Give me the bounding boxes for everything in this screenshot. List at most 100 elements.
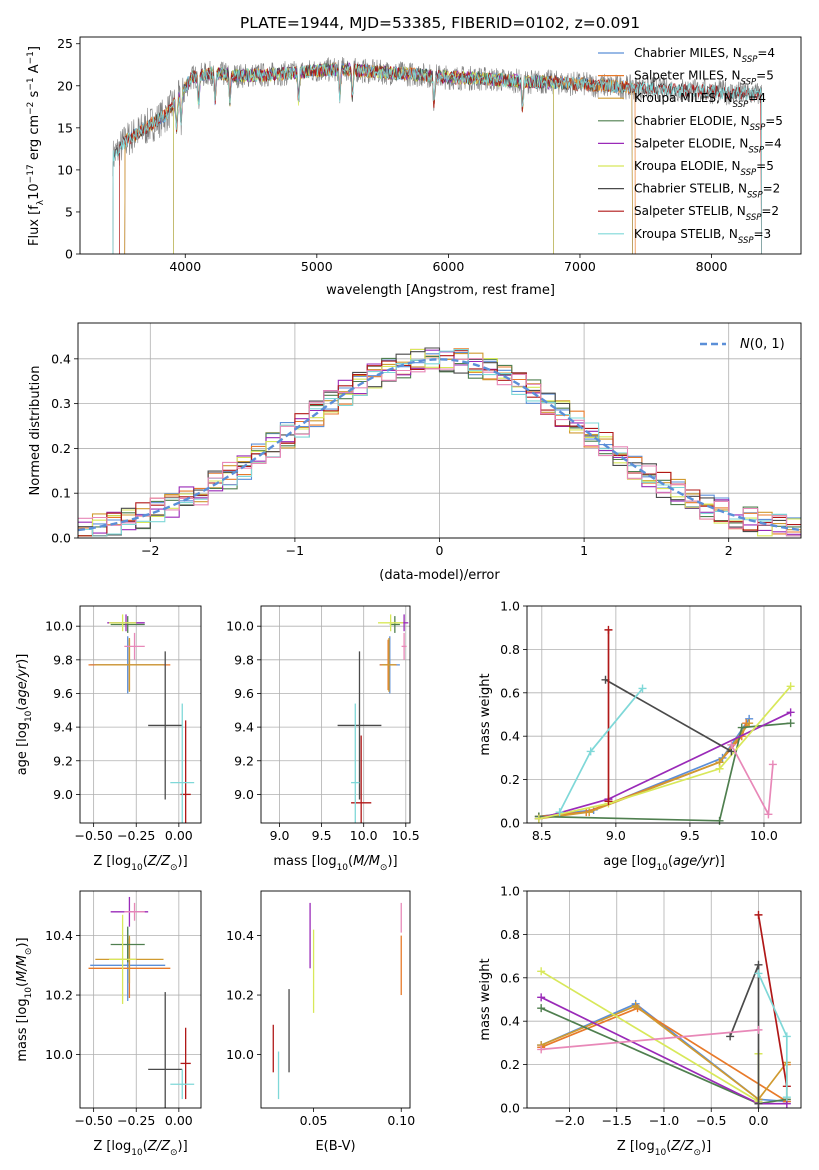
y-axis-label: Normed distribution <box>28 366 43 496</box>
errorbar-salpeter-stelib <box>351 735 372 823</box>
series-extra-pink <box>727 740 777 819</box>
x-tick-label: −0.25 <box>117 828 155 843</box>
legend-label: Kroupa STELIB, NSSP=3 <box>634 227 771 246</box>
y-tick-label: 0.8 <box>500 642 520 657</box>
x-tick-label: −1.0 <box>649 1113 679 1128</box>
series-chabrier-elodie <box>534 719 795 825</box>
series-marker <box>534 814 543 823</box>
y-tick-label: 0.3 <box>51 396 71 411</box>
series-marker <box>585 808 594 817</box>
x-tick-label: 10.0 <box>350 828 378 843</box>
series-marker <box>786 708 795 717</box>
panel-age_vs_mass: 9.0 9.5 10.0 10.5 9.0 9.2 9.4 9.6 9.8 10.0 mass [l… <box>226 605 420 873</box>
axes-frame <box>79 605 202 824</box>
x-tick-label: 9.0 <box>270 828 290 843</box>
panel-age_vs_Z: −0.50 −0.25 0.00 9.0 9.2 9.4 9.6 9.8 10.0 Z [log1… <box>15 605 202 873</box>
errorbar-chabrier-stelib <box>148 651 183 800</box>
x-axis-label: age [log10(age/yr)] <box>603 854 725 873</box>
y-tick-label: 0.8 <box>500 927 520 942</box>
y-tick-label: 10.4 <box>45 928 73 943</box>
errorbar-kroupa-stelib <box>170 1069 195 1100</box>
x-tick-label: −0.50 <box>74 828 112 843</box>
legend-label: Salpeter STELIB, NSSP=2 <box>634 204 779 223</box>
x-tick-label: 10.0 <box>750 828 778 843</box>
y-tick-label: 10 <box>57 162 73 177</box>
normal-curve <box>77 358 802 532</box>
x-axis-label: Z [log10(Z/Z⊙)] <box>93 854 187 873</box>
panel-mass_weight_vs_age: 8.5 9.0 9.5 10.0 0.0 0.2 0.4 0.6 0.8 1.0 age [log1… <box>478 599 802 873</box>
errorbar-kroupa-stelib <box>170 703 195 823</box>
x-tick-label: 2 <box>725 543 733 558</box>
x-tick-label: 0.00 <box>165 828 193 843</box>
plot-area <box>537 910 791 1108</box>
series-marker <box>604 625 613 634</box>
x-axis-label: (data-model)/error <box>379 568 500 583</box>
y-tick-label: 9.6 <box>234 686 254 701</box>
y-axis-label: Flux [fλ10−17 erg cm−2 s−1 A−1] <box>26 46 46 246</box>
plot-area <box>77 347 802 537</box>
axes-frame <box>79 36 802 255</box>
series-line <box>538 722 750 820</box>
x-tick-label: 0.0 <box>749 1113 769 1128</box>
y-tick-label: 0.0 <box>500 816 520 831</box>
y-tick-label: 10.0 <box>45 1047 73 1062</box>
series-line <box>538 685 792 820</box>
errorbar-salpeter-stelib <box>180 1027 191 1100</box>
plot-area <box>534 625 795 825</box>
panel-mass_weight_vs_Z: −2.0 −1.5 −1.0 −0.5 0.0 0.0 0.2 0.4 0.6 0.8 1.0 Z [… <box>478 884 802 1158</box>
legend-label: Kroupa MILES, NSSP=4 <box>634 91 766 110</box>
x-tick-label: 8.5 <box>532 828 552 843</box>
series-marker <box>726 1032 735 1041</box>
panel-mass_vs_Z: −0.50 −0.25 0.00 10.0 10.2 10.4 Z [log10(Z/Z⊙)… <box>15 890 202 1158</box>
y-tick-label: 15 <box>57 120 73 135</box>
series-marker <box>586 747 595 756</box>
x-tick-label: −2.0 <box>554 1113 584 1128</box>
series-marker <box>537 993 546 1002</box>
series-marker <box>764 810 773 819</box>
panel-mass_vs_ebv: 0.05 0.10 10.0 10.2 10.4 E(B-V) <box>226 890 415 1154</box>
y-tick-label: 1.0 <box>500 884 520 899</box>
series-marker <box>745 719 754 728</box>
x-tick-label: −0.50 <box>74 1113 112 1128</box>
series-marker <box>537 1004 546 1013</box>
errorbar-kroupa-elodie <box>108 914 137 1004</box>
y-tick-label: 0 <box>65 247 73 262</box>
y-tick-label: 0.4 <box>500 729 520 744</box>
series-extra-pink <box>537 1025 763 1054</box>
x-tick-label: −1 <box>286 543 304 558</box>
errorbar-chabrier-stelib <box>337 651 382 800</box>
y-tick-label: 0.2 <box>51 441 71 456</box>
series-kroupa-stelib <box>754 969 791 1102</box>
panel-spectrum: 4000 5000 6000 7000 8000 0 5 10 15 20 25 Chabrier M… <box>26 36 802 298</box>
y-tick-label: 0.6 <box>500 970 520 985</box>
x-tick-label: 4000 <box>169 259 201 274</box>
y-tick-label: 9.2 <box>234 753 254 768</box>
x-tick-label: 1 <box>580 543 588 558</box>
x-tick-label: −1.5 <box>602 1113 632 1128</box>
figure-title: PLATE=1944, MJD=53385, FIBERID=0102, z=0… <box>240 14 640 32</box>
y-tick-label: 10.0 <box>45 619 73 634</box>
legend-label: Salpeter ELODIE, NSSP=4 <box>634 136 782 155</box>
model-line-kroupa-stelib <box>112 62 762 255</box>
y-tick-label: 10.0 <box>226 619 254 634</box>
histogram-extra-pink <box>78 358 801 537</box>
x-axis-label: Z [log10(Z/Z⊙)] <box>617 1139 711 1158</box>
x-tick-label: 9.5 <box>312 828 332 843</box>
histogram-kroupa-stelib <box>78 349 801 537</box>
errorbar-extra-pink <box>124 902 145 921</box>
errorbar-kroupa-miles <box>382 637 396 692</box>
legend-label: N(0, 1) <box>740 337 785 352</box>
series-line <box>541 1029 759 1051</box>
errorbar-chabrier-stelib <box>148 992 183 1108</box>
x-axis-label: mass [log10(M/M⊙)] <box>273 854 397 873</box>
x-axis-label: E(B-V) <box>315 1139 355 1154</box>
y-tick-label: 10.4 <box>226 928 254 943</box>
axes-frame <box>79 890 202 1109</box>
x-axis-label: wavelength [Angstrom, rest frame] <box>326 283 555 298</box>
legend-label: Chabrier STELIB, NSSP=2 <box>634 182 780 201</box>
axes-frame <box>77 322 802 539</box>
series-marker <box>754 910 763 919</box>
x-tick-label: 5000 <box>301 259 333 274</box>
